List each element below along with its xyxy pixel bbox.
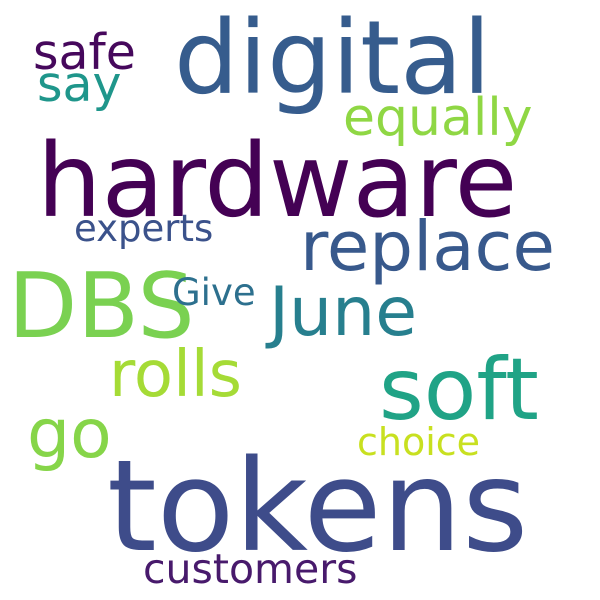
word-give: Give bbox=[172, 271, 256, 314]
word-tokens: tokens bbox=[107, 432, 529, 580]
word-customers: customers bbox=[143, 545, 358, 593]
word-june: June bbox=[269, 273, 418, 352]
word-say: say bbox=[37, 56, 122, 113]
word-digital: digital bbox=[174, 0, 492, 118]
word-soft: soft bbox=[379, 340, 539, 440]
word-go: go bbox=[27, 395, 112, 474]
word-choice: choice bbox=[357, 420, 481, 464]
word-rolls: rolls bbox=[109, 338, 242, 412]
word-equally: equally bbox=[343, 88, 533, 148]
word-hardware: hardware bbox=[37, 122, 518, 241]
word-safe: safe bbox=[33, 24, 136, 81]
word-replace: replace bbox=[300, 207, 555, 287]
word-dbs: DBS bbox=[8, 254, 195, 359]
word-experts: experts bbox=[74, 207, 214, 250]
